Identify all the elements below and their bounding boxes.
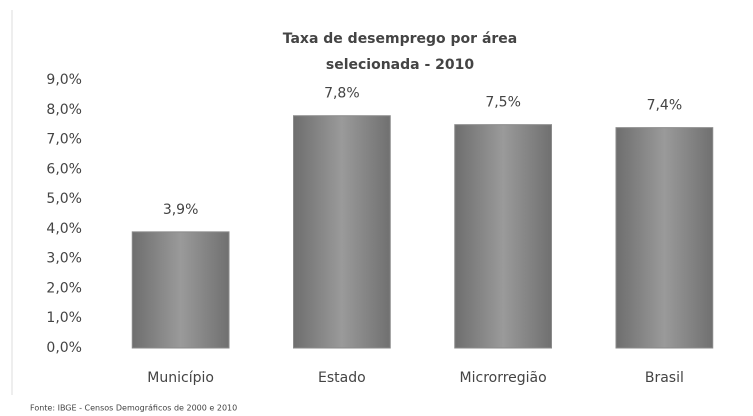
bar [615,127,714,349]
chart-title: Taxa de desemprego por área selecionada … [282,31,518,73]
source: Fonte: IBGE - Censos Demográficos de 200… [30,404,237,413]
x-tick-label: Município [147,370,214,386]
data-label: 7,4% [647,98,683,114]
bar [131,231,230,349]
bar [454,124,552,349]
data-label: 7,5% [485,95,521,111]
y-tick-label: 7,0% [46,132,82,148]
x-tick-label: Microrregião [460,370,547,386]
y-tick-label: 2,0% [46,280,82,296]
y-tick-label: 6,0% [46,161,82,177]
x-tick-label: Brasil [645,370,684,386]
y-tick-label: 8,0% [46,102,82,118]
data-label: 3,9% [163,202,199,218]
y-tick-label: 4,0% [46,221,82,237]
y-tick-label: 9,0% [46,72,82,88]
y-tick-label: 1,0% [46,310,82,326]
y-tick-label: 0,0% [46,340,82,356]
y-tick-label: 3,0% [46,251,82,267]
x-tick-label: Estado [318,370,366,386]
y-tick-label: 5,0% [46,191,82,207]
bar [293,115,391,349]
data-label: 7,8% [324,86,360,102]
